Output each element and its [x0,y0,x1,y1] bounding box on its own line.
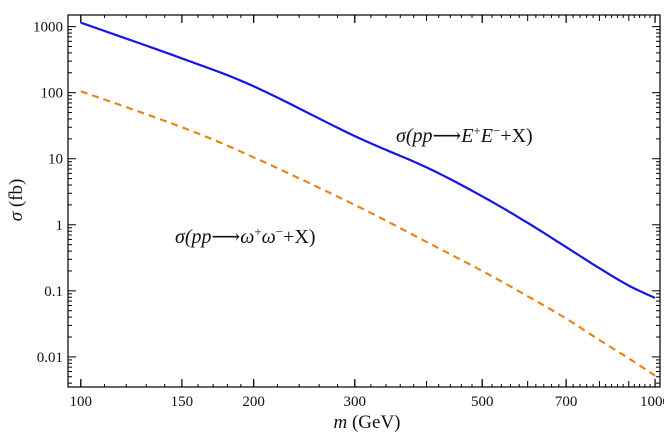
y-tick-label: 0.01 [37,350,63,366]
y-tick-label: 10 [48,152,63,168]
plot-border [67,14,661,388]
y-tick-label: 100 [41,86,64,102]
plot-frame [67,14,661,388]
annotation-ee: σ(pp⟶E+E−+X) [396,123,533,148]
y-tick-label: 1 [56,218,64,234]
series-line-0 [80,21,656,299]
x-tick-label: 200 [242,394,265,410]
x-tick-label: 150 [171,394,194,410]
annotation-omega: σ(pp⟶ω+ω−+X) [175,224,316,249]
series-line-1 [80,90,656,377]
y-axis-ticks: 0.01 0.1 1 10 100 1000 [33,20,660,384]
x-tick-label: 300 [344,394,367,410]
x-tick-label: 1000 [640,394,664,410]
y-tick-label: 0.1 [44,284,63,300]
x-tick-label: 500 [471,394,494,410]
y-axis-label: σ (fb) [6,179,27,222]
x-tick-label: 100 [70,394,93,410]
y-tick-label: 1000 [33,20,63,36]
series-layer [80,21,656,377]
x-axis-ticks: 100 150 200 300 500 700 1000 [70,15,664,410]
x-tick-label: 700 [555,394,578,410]
x-axis-label: m (GeV) [333,412,400,433]
